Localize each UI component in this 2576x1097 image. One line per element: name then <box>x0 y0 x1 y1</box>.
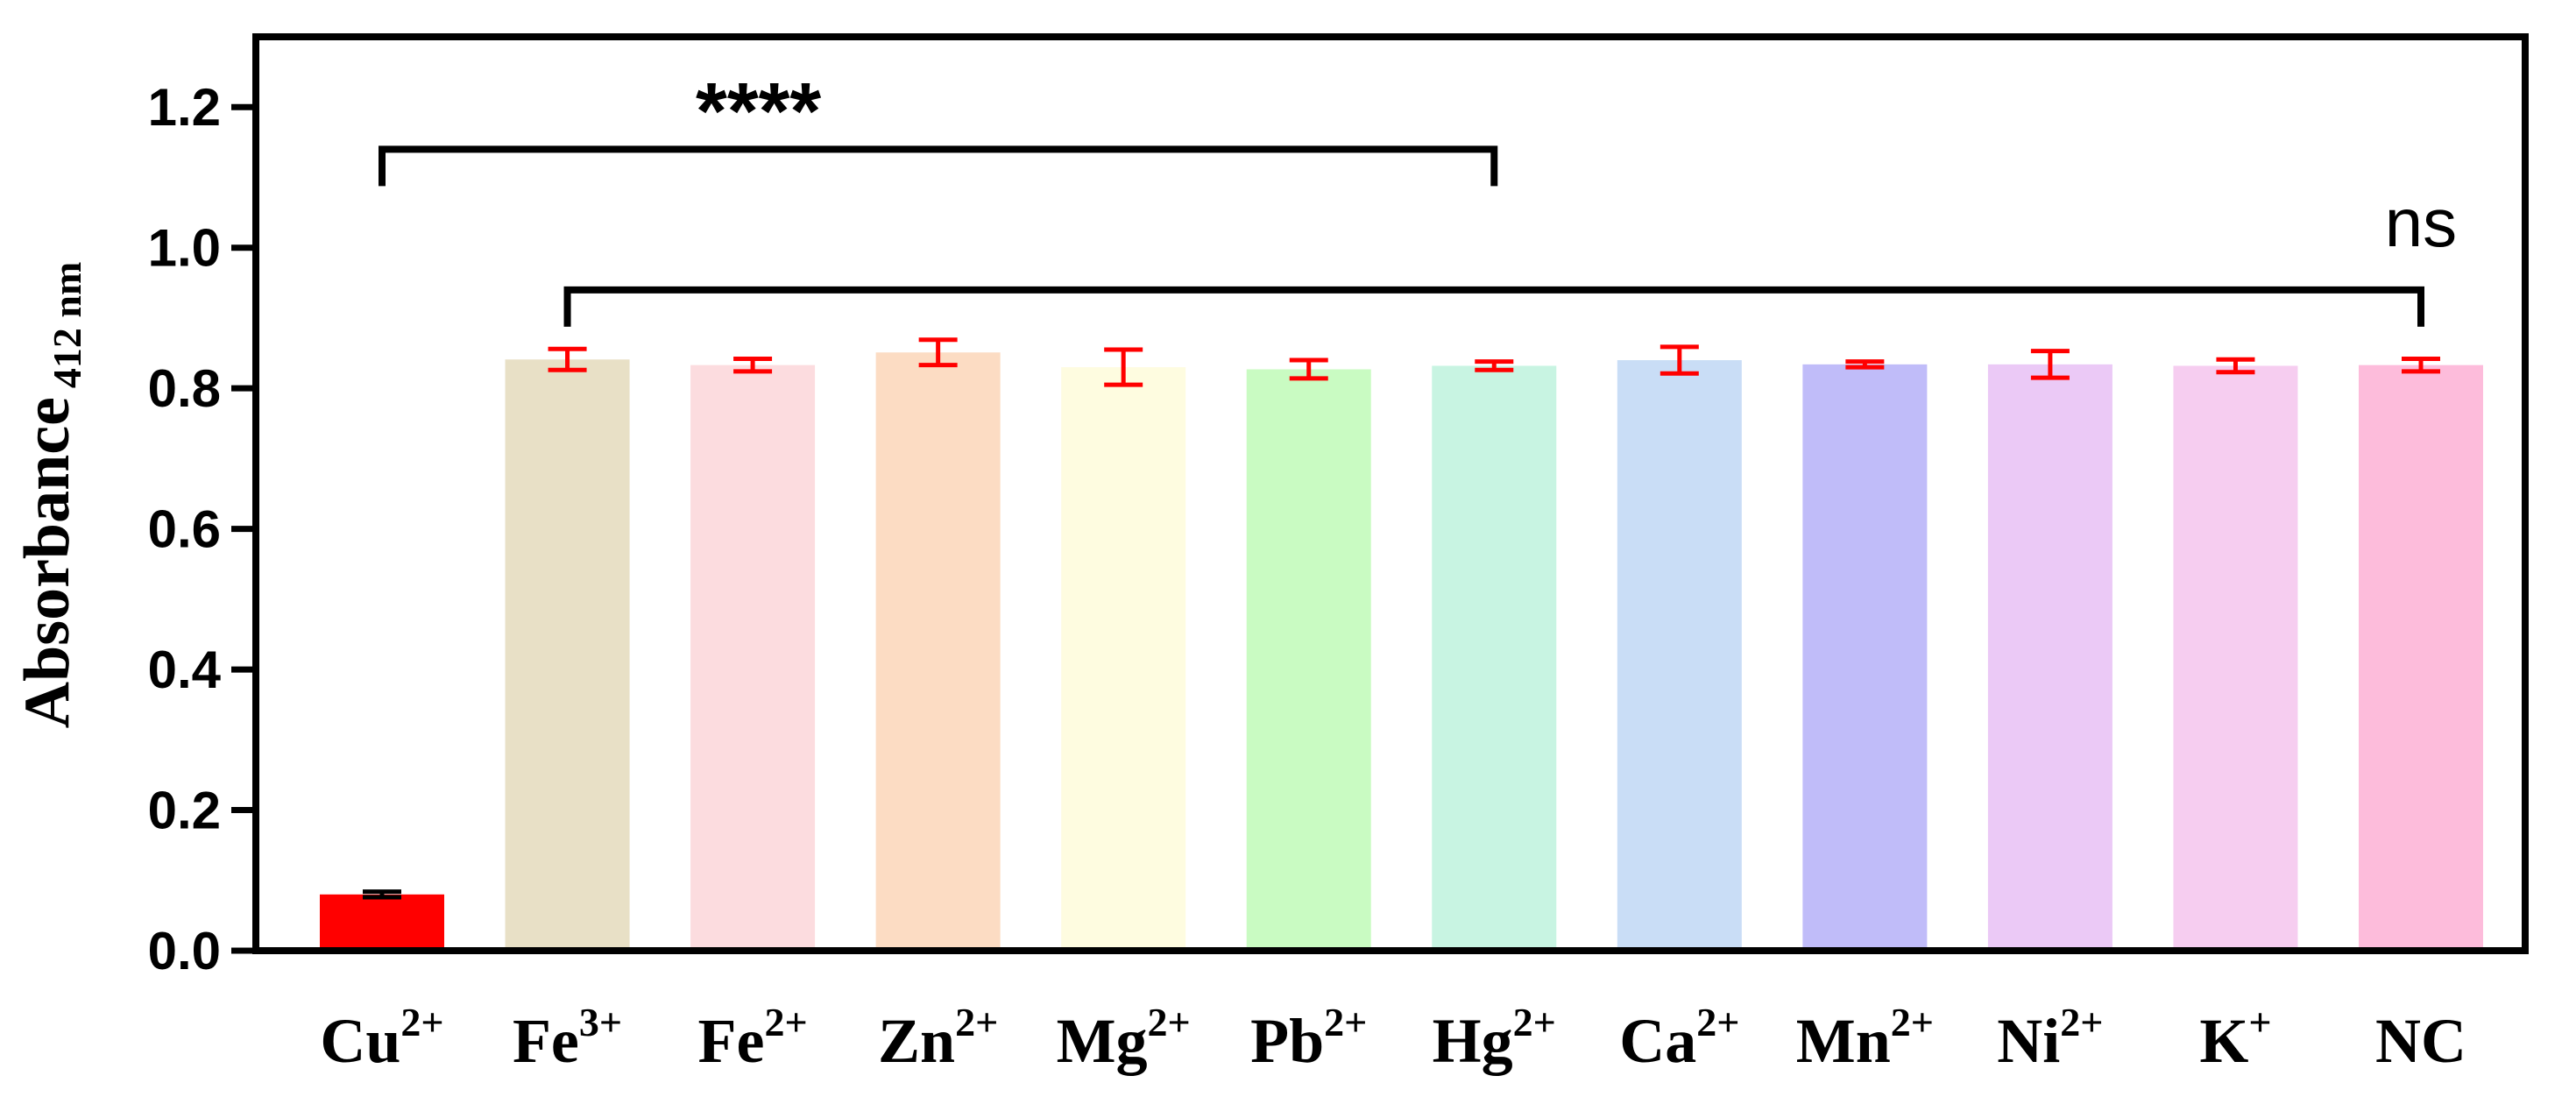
bar <box>1432 365 1557 952</box>
x-tick-label-superscript: 2+ <box>764 1000 807 1044</box>
plot-frame <box>252 33 2529 954</box>
x-tick-label-superscript: 3+ <box>579 1000 622 1044</box>
x-tick-label-superscript: 2+ <box>1324 1000 1367 1044</box>
x-tick-label-superscript: + <box>2248 1000 2271 1044</box>
bar <box>1617 360 1742 951</box>
bar <box>875 352 1001 951</box>
y-tick-label: 1.2 <box>148 78 221 137</box>
x-tick-label: Fe2+ <box>698 1000 808 1076</box>
bar <box>1987 364 2112 952</box>
y-axis-label: Absorbance 412 nm <box>11 262 89 729</box>
bar <box>1246 369 1371 951</box>
x-tick-label-base: Pb <box>1250 1006 1324 1076</box>
x-tick-label-base: Cu <box>320 1006 400 1076</box>
bar <box>1802 364 1928 952</box>
bar <box>320 894 444 951</box>
x-tick-label-base: NC <box>2375 1006 2466 1076</box>
x-tick-label: Mn2+ <box>1796 1000 1934 1076</box>
x-tick-label-superscript: 2+ <box>1696 1000 1739 1044</box>
x-tick-label: NC <box>2375 1006 2466 1076</box>
x-tick-label-base: Ca <box>1619 1006 1696 1076</box>
y-axis-label-subscript: 412 nm <box>45 262 89 388</box>
x-tick-label-superscript: 2+ <box>1891 1000 1934 1044</box>
y-axis-ticks: 0.0 0.2 0.4 0.6 0.8 1.0 1.2 <box>148 78 256 980</box>
y-tick-label: 0.6 <box>148 500 221 559</box>
x-tick-label-superscript: 2+ <box>1148 1000 1191 1044</box>
x-tick-label: Ni2+ <box>1997 1000 2103 1076</box>
x-tick-label-base: Mg <box>1057 1006 1148 1076</box>
x-tick-label-superscript: 2+ <box>2060 1000 2103 1044</box>
y-tick-label: 0.2 <box>148 782 221 840</box>
y-tick-label: 0.8 <box>148 359 221 418</box>
bar <box>2359 364 2483 951</box>
x-tick-label: Ca2+ <box>1619 1000 1739 1076</box>
x-tick-label: K+ <box>2199 1000 2271 1076</box>
y-tick-label: 1.0 <box>148 219 221 278</box>
bars <box>320 352 2483 952</box>
x-tick-label: Mg2+ <box>1057 1000 1191 1076</box>
y-tick-label: 0.4 <box>148 641 222 699</box>
bar <box>2173 365 2298 952</box>
x-axis-labels: Cu2+ Fe3+ Fe2+ Zn2+ Mg2+ Pb2+ Hg2+ Ca2+ Mn2+ Ni2+… <box>320 1000 2466 1076</box>
significance-annotations: **** ns <box>379 67 2457 327</box>
x-tick-label-base: Fe <box>513 1006 579 1076</box>
significance-ns: ns <box>2385 184 2457 261</box>
x-tick-label-base: K <box>2199 1006 2248 1076</box>
significance-stars: **** <box>696 67 821 156</box>
x-tick-label-base: Zn <box>878 1006 955 1076</box>
svg-text:Absorbance412 nm: Absorbance 412 nm <box>11 262 89 729</box>
x-tick-label: Hg2+ <box>1433 1000 1556 1076</box>
x-tick-label-base: Fe <box>698 1006 765 1076</box>
x-tick-label-superscript: 2+ <box>955 1000 998 1044</box>
y-axis-label-main: Absorbance <box>11 397 83 728</box>
x-tick-label: Cu2+ <box>320 1000 443 1076</box>
x-tick-label-superscript: 2+ <box>400 1000 443 1044</box>
y-tick-label: 0.0 <box>148 922 221 980</box>
significance-bracket <box>563 286 2424 327</box>
x-tick-label: Zn2+ <box>878 1000 998 1076</box>
x-tick-label: Fe3+ <box>513 1000 622 1076</box>
bar <box>1061 367 1186 952</box>
bar <box>505 359 630 951</box>
x-tick-label: Pb2+ <box>1250 1000 1367 1076</box>
x-tick-label-superscript: 2+ <box>1513 1000 1556 1044</box>
error-bars <box>363 337 2440 900</box>
x-tick-label-base: Mn <box>1796 1006 1891 1076</box>
x-tick-label-base: Hg <box>1433 1006 1513 1076</box>
bar <box>690 364 816 951</box>
x-tick-label-base: Ni <box>1997 1006 2060 1076</box>
significance-bracket <box>379 145 1498 187</box>
